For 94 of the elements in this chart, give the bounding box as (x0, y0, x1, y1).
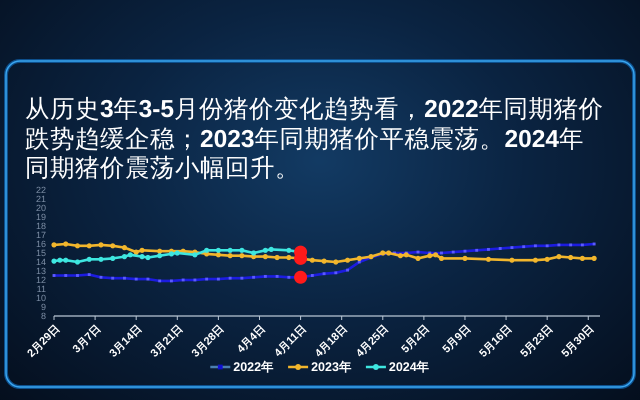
point (239, 248, 244, 253)
point (110, 256, 116, 261)
y-tick-label: 19 (36, 212, 46, 222)
point (122, 245, 128, 250)
point (321, 258, 327, 264)
point (433, 252, 438, 258)
y-tick-label: 8 (40, 311, 46, 321)
point (168, 251, 174, 256)
point (286, 254, 292, 260)
point (262, 254, 268, 260)
x-tick-label: 5月30日 (559, 322, 596, 360)
legend-label: 2023年 (311, 360, 352, 374)
point (268, 246, 274, 252)
point (57, 258, 62, 263)
point (228, 248, 233, 253)
point (157, 248, 162, 254)
point (344, 258, 350, 263)
point (157, 253, 162, 258)
y-tick-label: 9 (40, 302, 46, 312)
point (134, 250, 139, 255)
point (286, 248, 292, 253)
point (51, 258, 57, 264)
point (404, 252, 409, 258)
y-tick-label: 14 (36, 257, 46, 267)
y-tick-label: 22 (36, 185, 46, 195)
y-tick-label: 20 (36, 203, 46, 213)
point (239, 253, 244, 258)
y-tick-label: 11 (36, 284, 46, 294)
x-tick-label: 5月9日 (440, 322, 474, 356)
x-tick-label: 3月14日 (107, 322, 144, 360)
legend-label: 2024年 (388, 360, 430, 374)
point (580, 256, 585, 261)
point (216, 248, 221, 253)
point (556, 254, 562, 260)
point (139, 248, 145, 253)
chart-title: 从历史3年3-5月份猪价变化趋势看，2022年同期猪价跌势趋缓企稳；2023年同期猪价平稳震荡。2024年同期猪价震荡小幅回升。 (25, 96, 604, 182)
point (128, 252, 133, 258)
legend-label: 2022年 (233, 360, 274, 374)
point (544, 256, 550, 262)
y-tick-label: 17 (36, 230, 46, 240)
point (294, 270, 308, 284)
point (98, 242, 104, 248)
point (568, 254, 574, 260)
x-tick-label: 4月18日 (312, 322, 350, 360)
y-tick-label: 18 (36, 221, 46, 231)
x-tick-label: 5月16日 (477, 322, 514, 360)
y-tick-label: 13 (36, 266, 46, 276)
point (192, 252, 198, 258)
point (122, 254, 128, 260)
point (139, 254, 145, 260)
point (74, 259, 80, 265)
x-tick-label: 5月2日 (399, 322, 432, 356)
point (216, 252, 221, 258)
y-tick-label: 12 (36, 275, 46, 285)
x-tick-label: 4月11日 (272, 322, 309, 360)
point (63, 241, 68, 247)
point (386, 250, 392, 256)
point (509, 258, 515, 263)
y-tick-label: 10 (36, 293, 46, 303)
x-tick-label: 3月21日 (148, 322, 186, 360)
point (274, 254, 280, 260)
point (462, 256, 468, 261)
x-tick-label: 4月25日 (354, 322, 392, 360)
x-tick-label: 2月29日 (25, 322, 62, 360)
point (532, 258, 538, 263)
point (356, 256, 362, 261)
point (262, 248, 268, 253)
point (86, 243, 92, 248)
point (110, 243, 116, 248)
point (333, 259, 338, 265)
point (204, 248, 210, 253)
y-tick-label: 16 (36, 239, 46, 249)
point (427, 253, 432, 258)
point (98, 256, 104, 262)
point (63, 258, 68, 263)
point (145, 254, 151, 260)
point (228, 253, 233, 258)
x-tick-label: 5月23日 (518, 322, 556, 360)
x-tick-label: 3月28日 (190, 322, 227, 360)
point (174, 250, 180, 256)
point (438, 256, 444, 261)
point (310, 258, 315, 263)
point (592, 256, 597, 261)
point (251, 250, 256, 256)
y-tick-label: 21 (36, 194, 46, 204)
point (398, 253, 403, 258)
y-tick-label: 15 (36, 248, 46, 258)
point (51, 242, 57, 248)
x-tick-label: 3月7日 (70, 322, 104, 356)
x-tick-label: 4月4日 (235, 322, 268, 356)
point (86, 256, 92, 262)
point (415, 256, 421, 261)
point (74, 243, 80, 248)
point (486, 256, 492, 262)
